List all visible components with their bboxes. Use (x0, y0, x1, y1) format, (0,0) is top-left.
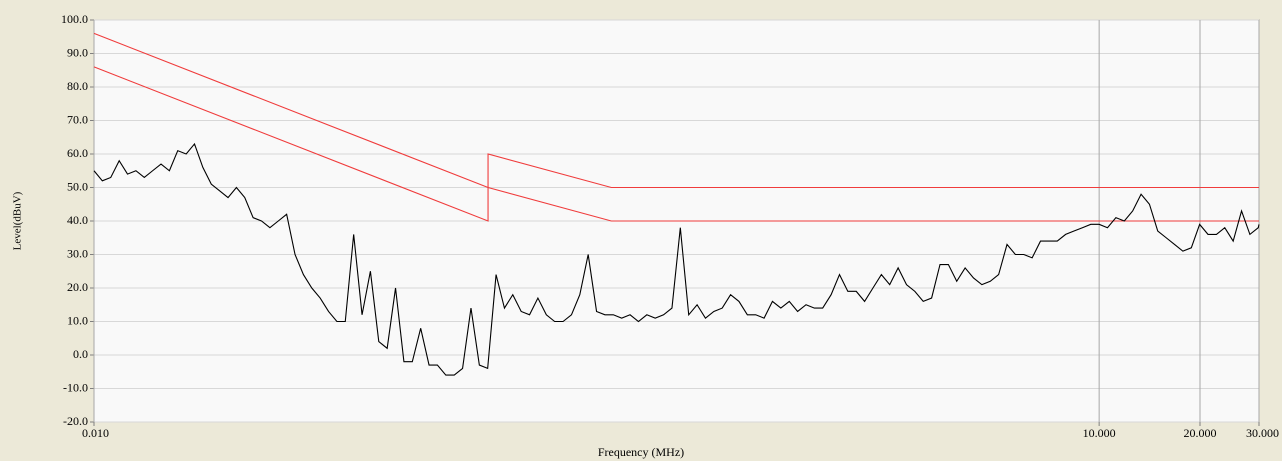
y-tick-label: 20.0 (67, 280, 88, 294)
y-tick-label: 30.0 (67, 246, 88, 260)
x-tick-label: 20.000 (1184, 426, 1217, 440)
x-tick-label: 10.000 (1083, 426, 1116, 440)
y-tick-label: 40.0 (67, 213, 88, 227)
x-tick-label: 30.000 (1246, 426, 1279, 440)
y-axis-label: Level(dBuV) (12, 191, 24, 250)
y-tick-label: 50.0 (67, 179, 88, 193)
y-tick-label: 100.0 (61, 12, 88, 26)
y-tick-label: 90.0 (67, 45, 88, 59)
y-tick-label: 70.0 (67, 112, 88, 126)
data-line (93, 142, 1260, 376)
data-line (93, 32, 1259, 222)
y-tick-label: 60.0 (67, 146, 88, 160)
x-axis-label: Frequency (MHz) (598, 445, 684, 459)
y-tick-label: -10.0 (63, 380, 88, 394)
y-tick-label: 10.0 (67, 313, 88, 327)
y-tick-label: -20.0 (63, 414, 88, 428)
data-line (93, 66, 1259, 222)
y-tick-label: 80.0 (67, 79, 88, 93)
x-tick-label: 0.010 (82, 426, 109, 440)
y-tick-label: 0.0 (73, 347, 88, 361)
